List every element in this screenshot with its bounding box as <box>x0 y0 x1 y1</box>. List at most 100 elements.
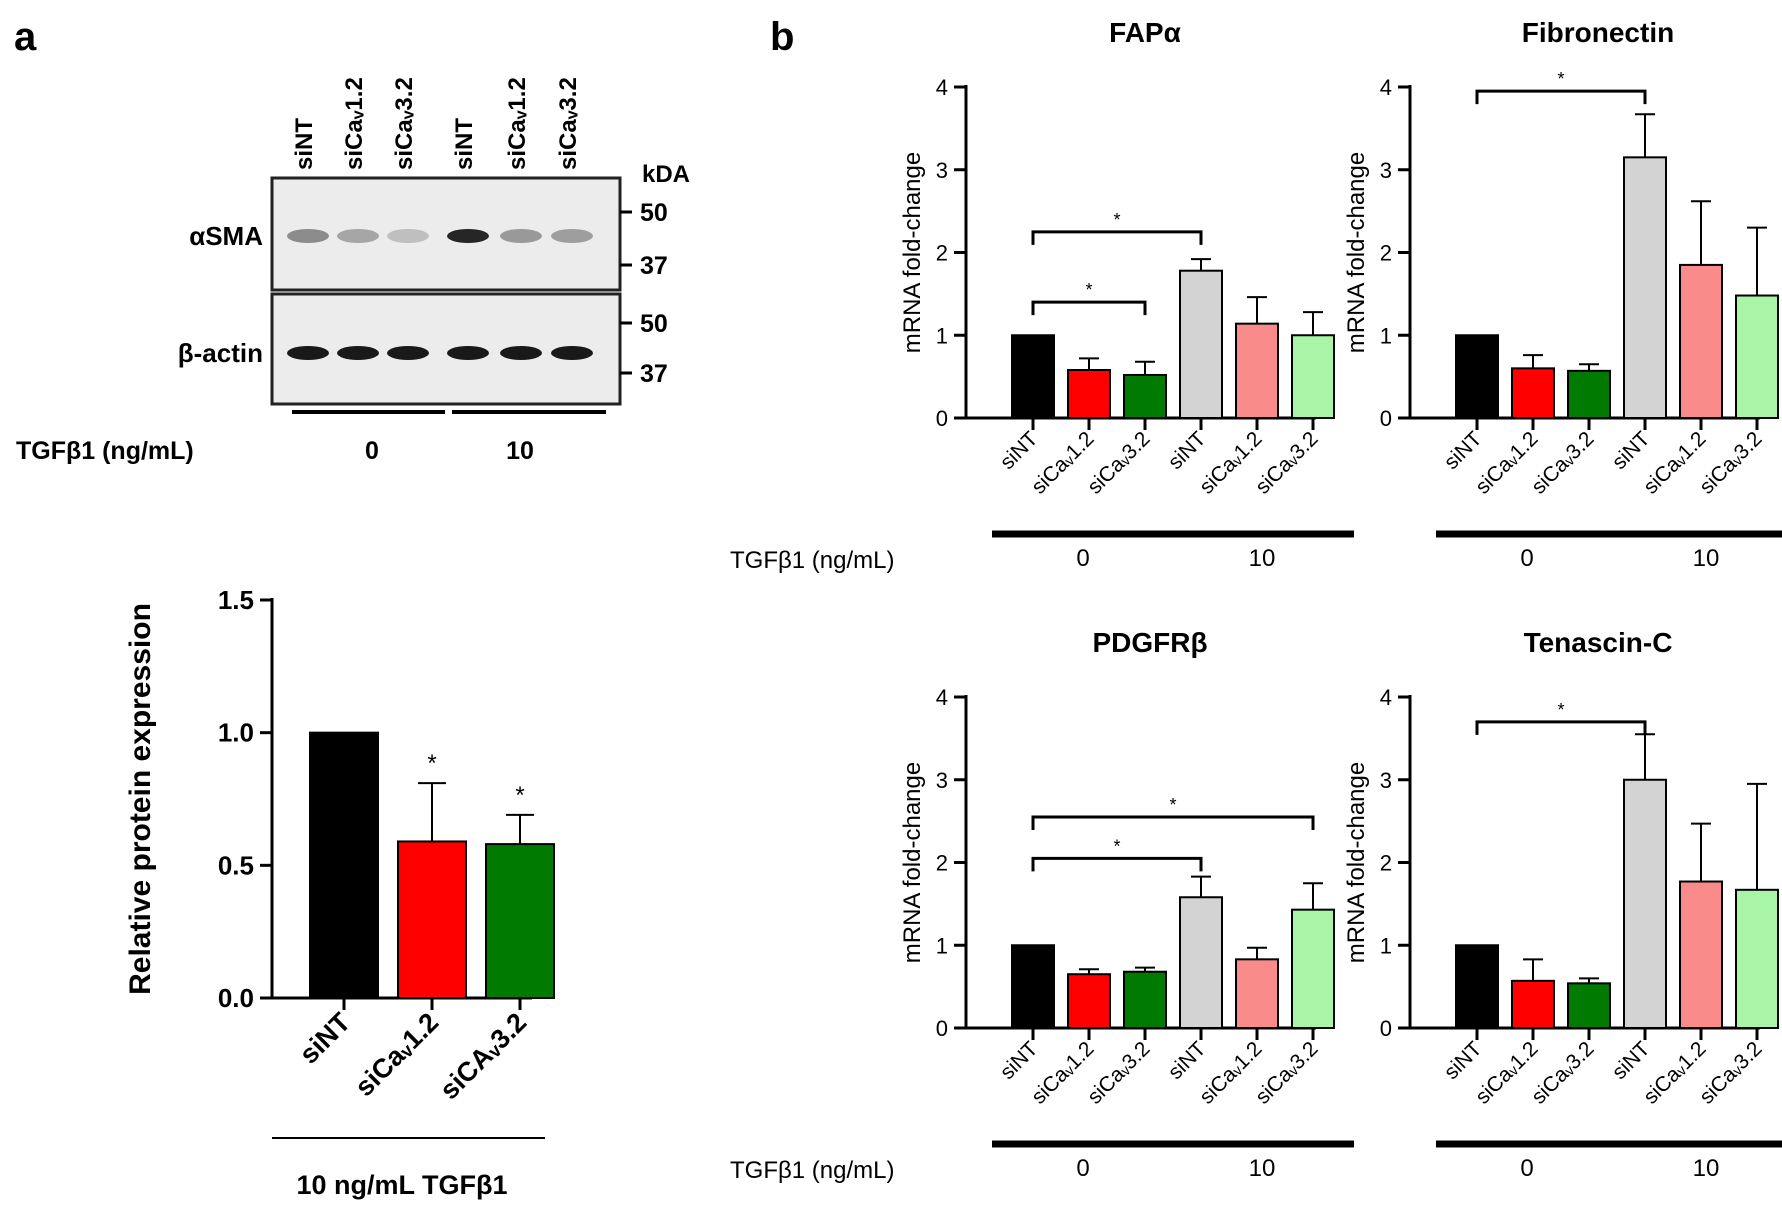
y-tick-label: 1.5 <box>218 585 254 615</box>
blot-band <box>337 346 379 360</box>
panel-a-label: a <box>14 15 37 59</box>
bar <box>1123 970 1167 1029</box>
blot-group-10: 10 <box>506 437 534 465</box>
bracket-star: * <box>1557 700 1564 720</box>
significance-bracket <box>1031 856 1203 872</box>
chart-title: FAPα <box>1109 17 1181 48</box>
x-tick-label: siCaᵥ3.2 <box>1527 1037 1598 1108</box>
blot-band <box>500 229 542 243</box>
blot-marker-label: 37 <box>640 360 668 388</box>
y-tick-label: 3 <box>936 768 948 793</box>
blot-band <box>447 229 489 243</box>
bar <box>1011 944 1055 1029</box>
group-label-0: 0 <box>1520 545 1533 572</box>
y-tick-label: 4 <box>1380 75 1392 100</box>
y-axis-label: mRNA fold-change <box>899 152 926 353</box>
significance-bracket <box>1031 300 1147 316</box>
blot-marker-label: 50 <box>640 310 668 338</box>
y-tick-label: 0 <box>1380 1016 1392 1041</box>
y-tick-label: 2 <box>936 851 948 876</box>
blot-row-label: β-actin <box>178 338 263 368</box>
bracket-star: * <box>1169 795 1176 815</box>
bar <box>1735 888 1779 1029</box>
group-label-0: 0 <box>1076 1155 1089 1182</box>
chart-title: PDGFRβ <box>1092 627 1207 658</box>
bracket-star: * <box>1113 836 1120 856</box>
significance-star: * <box>427 750 436 777</box>
chart-title: Tenascin-C <box>1524 627 1673 658</box>
blot-band <box>551 346 593 360</box>
bar <box>1511 979 1555 1030</box>
blot-lane-label: siCaᵥ3.2 <box>391 77 418 170</box>
y-tick-label: 4 <box>1380 685 1392 710</box>
bar <box>1291 908 1335 1029</box>
blot-band <box>337 229 379 243</box>
blot-lane-label: siCaᵥ3.2 <box>555 77 582 170</box>
x-tick-label: siCaᵥ3.2 <box>1083 1037 1154 1108</box>
y-axis-label: mRNA fold-change <box>899 762 926 963</box>
bar <box>309 731 379 1000</box>
blot-group-0: 0 <box>365 437 379 465</box>
y-tick-label: 2 <box>936 241 948 266</box>
group-label-10: 10 <box>1249 545 1276 572</box>
blot-lane-label: siNT <box>291 118 318 170</box>
blot-lane-label: siCaᵥ1.2 <box>504 77 531 170</box>
bar <box>1679 880 1723 1029</box>
group-label-0: 0 <box>1076 545 1089 572</box>
bar <box>1011 334 1055 419</box>
blot-kda-label: kDA <box>642 161 690 188</box>
x-tick-label: siNT <box>1164 427 1211 474</box>
bar <box>1291 334 1335 419</box>
x-tick-label: siNT <box>1608 427 1655 474</box>
y-tick-label: 4 <box>936 75 948 100</box>
bar <box>1567 982 1611 1030</box>
treatment-label: TGFβ1 (ng/mL) <box>730 1157 895 1184</box>
x-tick-label: siNT <box>1440 1037 1487 1084</box>
blot-treatment-label: TGFβ1 (ng/mL) <box>16 437 194 465</box>
significance-bracket <box>1031 815 1315 830</box>
x-tick-label: siCAᵥ3.2 <box>434 1007 532 1105</box>
blot-lane-label: siNT <box>451 118 478 170</box>
y-tick-label: 1 <box>936 323 948 348</box>
blot-marker-label: 50 <box>640 199 668 227</box>
blot-lane-label: siCaᵥ1.2 <box>341 77 368 170</box>
x-tick-label: siCaᵥ3.2 <box>1695 427 1766 498</box>
blot-band <box>387 346 429 360</box>
y-tick-label: 0.5 <box>218 850 254 880</box>
x-tick-label: siCaᵥ1.2 <box>349 1007 444 1102</box>
blot-lane-labels: siNT siCaᵥ1.2 siCaᵥ3.2 siNT siCaᵥ1.2 siCaᵥ3.2 <box>291 77 582 170</box>
chart-title: Fibronectin <box>1522 17 1674 48</box>
x-tick-label: siNT <box>1608 1037 1655 1084</box>
y-tick-label: 0 <box>936 1016 948 1041</box>
y-axis-label: Relative protein expression <box>124 603 157 995</box>
blot-rows: αSMA 50 37 β-actin 50 37 <box>178 176 668 406</box>
y-tick-label: 3 <box>1380 158 1392 183</box>
x-tick-label: siNT <box>1440 427 1487 474</box>
y-tick-label: 0 <box>936 406 948 431</box>
y-tick-label: 3 <box>936 158 948 183</box>
x-tick-label: siCaᵥ3.2 <box>1251 1037 1322 1108</box>
bar <box>1179 269 1223 419</box>
group-label-0: 0 <box>1520 1155 1533 1182</box>
x-tick-label: siCaᵥ3.2 <box>1527 427 1598 498</box>
y-axis-label: mRNA fold-change <box>1343 762 1370 963</box>
x-tick-label: siCaᵥ3.2 <box>1083 427 1154 498</box>
significance-bracket <box>1031 230 1203 245</box>
y-tick-label: 1 <box>1380 323 1392 348</box>
treatment-label: 10 ng/mL TGFβ1 <box>296 1170 507 1200</box>
chart-protein: 0.0 0.5 1.0 1.5 Relative protein expression s… <box>124 585 555 1200</box>
blot-band <box>447 346 489 360</box>
bar <box>1067 369 1111 420</box>
y-tick-label: 2 <box>1380 241 1392 266</box>
blot-band <box>387 229 429 243</box>
x-tick-label: siNT <box>294 1007 357 1070</box>
y-tick-label: 0 <box>1380 406 1392 431</box>
blot-band <box>287 346 329 360</box>
bracket-star: * <box>1557 69 1564 89</box>
